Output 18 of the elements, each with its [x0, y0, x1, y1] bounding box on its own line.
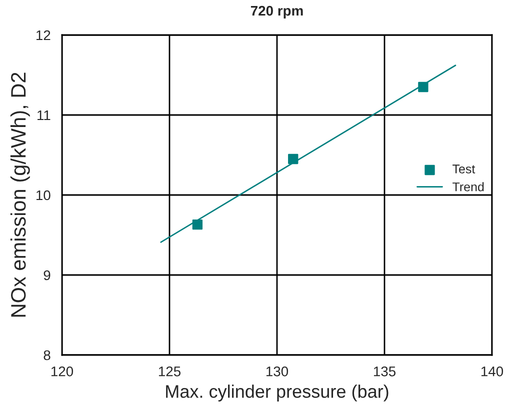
y-tick-label: 11	[38, 110, 50, 120]
point	[288, 154, 298, 164]
point	[418, 82, 428, 92]
y-tick-label: 10	[36, 190, 50, 200]
y-axis-title: NOx emission (g/kWh), D2	[10, 72, 30, 317]
x-tick-label: 130	[266, 366, 288, 376]
point	[192, 220, 203, 230]
x-tick-label: 125	[158, 366, 181, 376]
y-tick-label: 12	[36, 30, 50, 40]
y-tick-label: 9	[44, 270, 50, 280]
legend-label: Test	[452, 164, 476, 174]
x-tick-label: 140	[481, 366, 504, 376]
x-tick-label: 120	[51, 366, 74, 376]
chart-title: 720 rpm	[250, 6, 303, 18]
x-tick-label: 135	[374, 366, 396, 376]
y-tick-label: 8	[44, 350, 50, 360]
x-axis-title: Max. cylinder pressure (bar)	[166, 384, 388, 402]
legend-label: Trend	[452, 182, 484, 192]
